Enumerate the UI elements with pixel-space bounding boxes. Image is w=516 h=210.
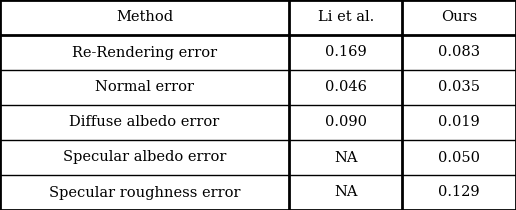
Text: 0.046: 0.046: [325, 80, 367, 94]
Text: 0.050: 0.050: [438, 151, 480, 164]
Text: Method: Method: [116, 10, 173, 25]
Text: 0.035: 0.035: [438, 80, 480, 94]
Text: Re-Rendering error: Re-Rendering error: [72, 46, 217, 59]
Text: Diffuse albedo error: Diffuse albedo error: [69, 116, 220, 130]
Text: Specular roughness error: Specular roughness error: [49, 185, 240, 200]
Text: NA: NA: [334, 151, 358, 164]
Text: Normal error: Normal error: [95, 80, 194, 94]
Text: 0.169: 0.169: [325, 46, 366, 59]
Text: 0.129: 0.129: [439, 185, 480, 200]
Text: NA: NA: [334, 185, 358, 200]
Text: 0.083: 0.083: [438, 46, 480, 59]
Text: Li et al.: Li et al.: [317, 10, 374, 25]
Text: 0.090: 0.090: [325, 116, 367, 130]
Text: Ours: Ours: [441, 10, 477, 25]
Text: 0.019: 0.019: [439, 116, 480, 130]
Text: Specular albedo error: Specular albedo error: [63, 151, 226, 164]
